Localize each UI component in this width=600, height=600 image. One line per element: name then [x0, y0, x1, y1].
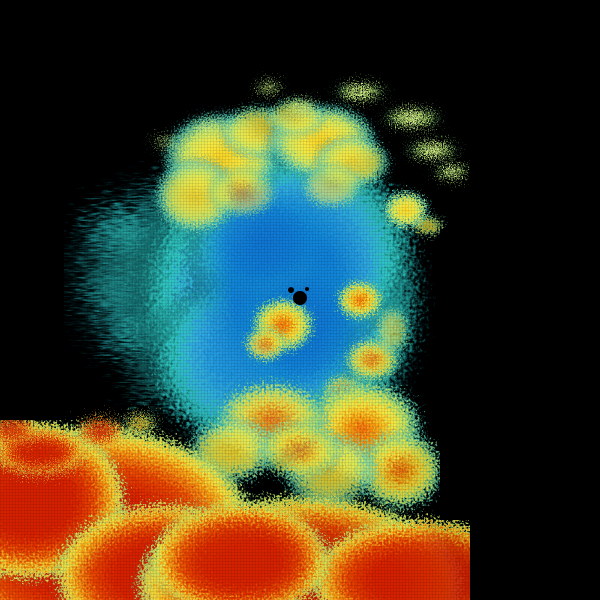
radar-image-viewport: Radar Reflectivity Field jet-like-radar-… [0, 0, 600, 600]
radar-field-canvas [0, 82, 530, 600]
